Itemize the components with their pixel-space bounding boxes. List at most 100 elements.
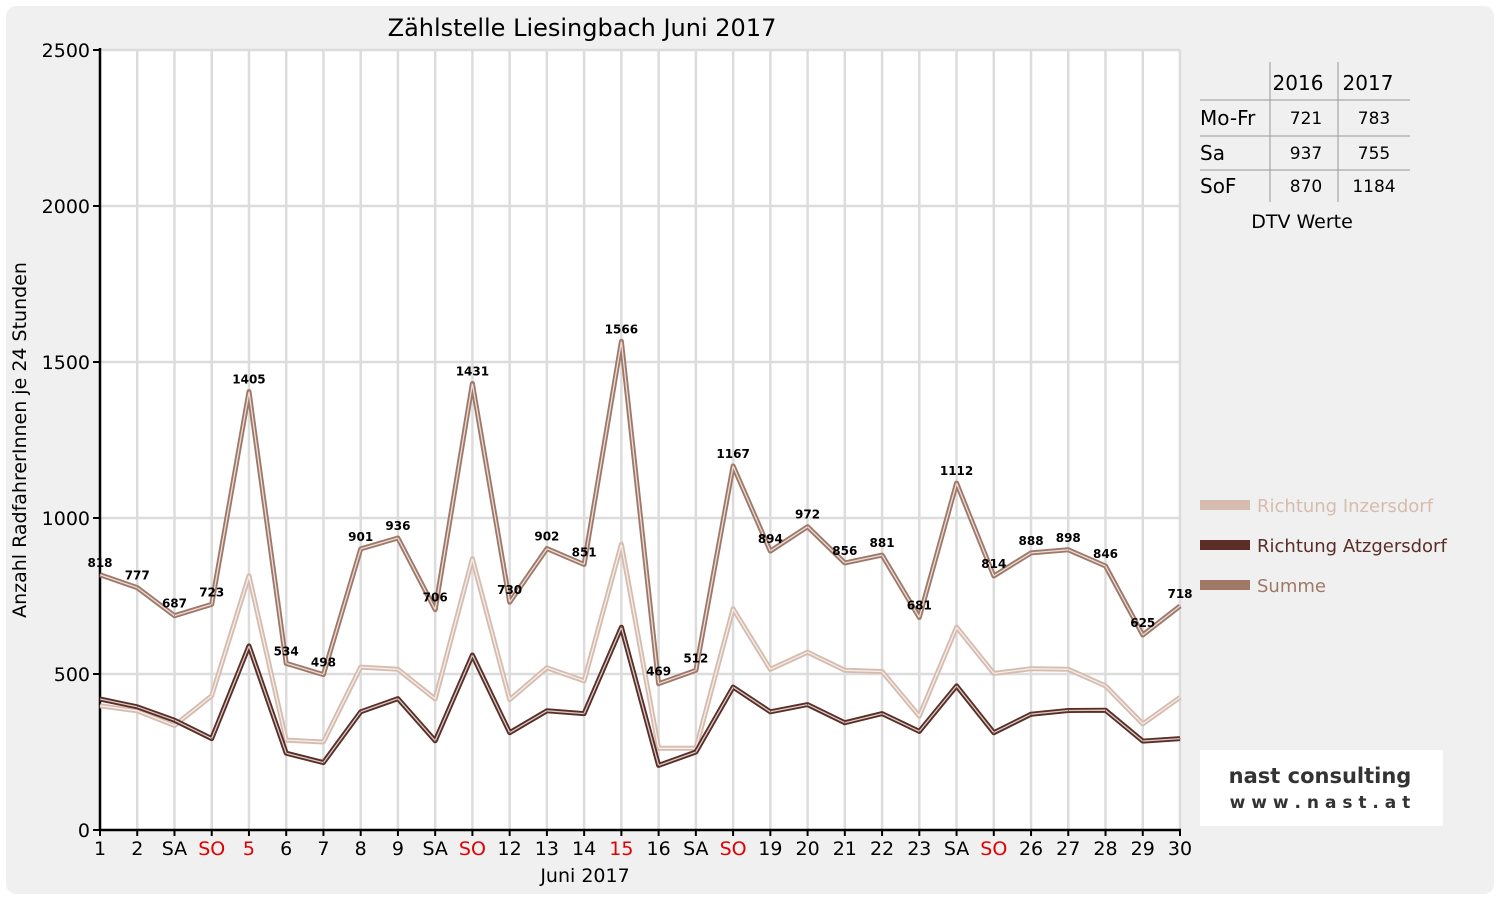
x-tick-label: 27 xyxy=(1056,838,1080,860)
x-tick-label: 2 xyxy=(131,838,143,860)
data-point xyxy=(509,732,511,734)
data-point xyxy=(918,617,920,619)
data-point xyxy=(397,698,399,700)
data-point xyxy=(1105,685,1107,687)
x-tick-label: SA xyxy=(944,838,969,860)
data-label: 888 xyxy=(1019,534,1044,548)
data-point xyxy=(1142,723,1144,725)
data-point xyxy=(509,699,511,701)
data-point xyxy=(471,383,473,385)
data-label: 972 xyxy=(795,508,820,522)
data-point xyxy=(211,695,213,697)
legend-label: Richtung Atzgersdorf xyxy=(1257,536,1447,557)
data-point xyxy=(211,603,213,605)
data-point xyxy=(136,587,138,589)
data-label: 1431 xyxy=(456,365,489,379)
data-label: 625 xyxy=(1130,616,1155,630)
x-tick-label: 1 xyxy=(94,838,106,860)
x-tick-label: 9 xyxy=(392,838,404,860)
data-point xyxy=(211,738,213,740)
data-point xyxy=(1142,634,1144,636)
data-point xyxy=(509,601,511,603)
series-line-inner xyxy=(99,543,1181,749)
chart-title: Zählstelle Liesingbach Juni 2017 xyxy=(388,14,777,42)
series-line-inner xyxy=(99,626,1181,767)
data-point xyxy=(620,340,622,342)
data-point xyxy=(99,698,101,700)
data-point xyxy=(546,667,548,669)
data-point xyxy=(993,732,995,734)
table-cell: 783 xyxy=(1358,109,1390,129)
x-tick-label: 8 xyxy=(355,838,367,860)
data-point xyxy=(285,662,287,664)
data-labels-layer: 818 777 687 723 1405 534 498 901 936 706 1431 730 90… xyxy=(87,322,1192,678)
data-point xyxy=(248,575,250,577)
data-point xyxy=(844,669,846,671)
table-header-cell: 2016 xyxy=(1273,71,1324,95)
data-point xyxy=(695,751,697,753)
data-point xyxy=(546,710,548,712)
data-label: 1112 xyxy=(940,464,973,478)
data-point xyxy=(807,704,809,706)
x-tick-label: 6 xyxy=(280,838,292,860)
data-point xyxy=(1030,668,1032,670)
x-tick-label: SO xyxy=(980,838,1007,860)
legend-swatch xyxy=(1200,580,1250,590)
data-label: 881 xyxy=(870,536,895,550)
x-tick-label: 19 xyxy=(758,838,782,860)
data-label: 1167 xyxy=(716,447,749,461)
x-tick-label: SA xyxy=(162,838,187,860)
series-layer xyxy=(99,338,1182,768)
data-label: 936 xyxy=(385,519,410,533)
data-point xyxy=(1030,713,1032,715)
data-point xyxy=(360,548,362,550)
data-point xyxy=(620,626,622,628)
plot-area xyxy=(100,50,1180,830)
data-point xyxy=(173,724,175,726)
company-url: w w w . n a s t . a t xyxy=(1230,793,1411,813)
data-label: 898 xyxy=(1056,531,1081,545)
data-point xyxy=(769,668,771,670)
x-tick-label: 20 xyxy=(795,838,819,860)
x-tick-label: 15 xyxy=(609,838,633,860)
x-axis-label: Juni 2017 xyxy=(539,865,629,887)
data-point xyxy=(1179,605,1181,607)
table-cell: 755 xyxy=(1358,144,1390,164)
data-point xyxy=(620,543,622,545)
x-tick-label: 14 xyxy=(572,838,596,860)
data-label: 902 xyxy=(534,530,559,544)
table-row-label: Mo-Fr xyxy=(1200,106,1256,130)
data-label: 512 xyxy=(683,651,708,665)
data-point xyxy=(1179,738,1181,740)
data-point xyxy=(881,713,883,715)
data-point xyxy=(1105,565,1107,567)
data-point xyxy=(844,722,846,724)
data-label: 718 xyxy=(1167,587,1192,601)
data-label: 846 xyxy=(1093,547,1118,561)
data-point xyxy=(1067,668,1069,670)
data-label: 498 xyxy=(311,656,336,670)
data-label: 901 xyxy=(348,530,373,544)
data-point xyxy=(807,526,809,528)
data-label: 687 xyxy=(162,597,187,611)
y-axis-label: Anzahl RadfahrerInnen je 24 Stunden xyxy=(9,262,31,618)
table-row-label: Sa xyxy=(1200,141,1225,165)
x-tick-label: SA xyxy=(683,838,708,860)
data-point xyxy=(993,575,995,577)
x-tick-label: 28 xyxy=(1093,838,1117,860)
data-point xyxy=(397,668,399,670)
legend-swatch xyxy=(1200,540,1250,550)
legend-swatch xyxy=(1200,500,1250,510)
data-point xyxy=(769,711,771,713)
data-label: 894 xyxy=(758,532,783,546)
data-label: 469 xyxy=(646,665,671,679)
data-point xyxy=(918,715,920,717)
data-point xyxy=(732,608,734,610)
data-label: 1405 xyxy=(232,373,265,387)
data-point xyxy=(173,719,175,721)
data-point xyxy=(1142,740,1144,742)
data-point xyxy=(99,574,101,576)
data-point xyxy=(956,626,958,628)
